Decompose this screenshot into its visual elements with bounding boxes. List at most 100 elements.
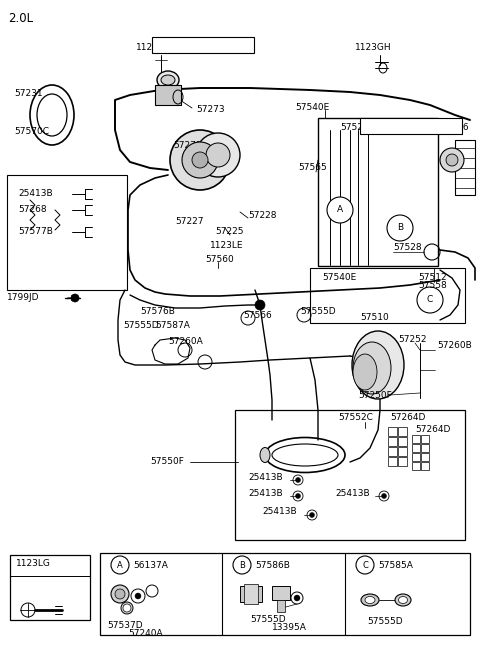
Circle shape	[71, 294, 79, 302]
Text: 1123LG: 1123LG	[16, 559, 51, 569]
Circle shape	[356, 556, 374, 574]
Text: 57225: 57225	[215, 227, 243, 236]
Text: 1799JD: 1799JD	[7, 293, 39, 303]
Text: 57570C: 57570C	[14, 128, 49, 136]
Circle shape	[135, 593, 141, 599]
Text: 57227: 57227	[175, 217, 204, 227]
Text: 57587A: 57587A	[155, 322, 190, 331]
Text: 25413B: 25413B	[248, 489, 283, 498]
Circle shape	[310, 512, 314, 517]
Text: 57540E: 57540E	[322, 274, 356, 282]
Text: 57555D: 57555D	[367, 618, 403, 626]
Circle shape	[296, 493, 300, 498]
Text: 57540E: 57540E	[295, 102, 329, 111]
Circle shape	[111, 585, 129, 603]
Text: 57510: 57510	[360, 314, 389, 322]
Text: 1123LE: 1123LE	[210, 240, 243, 250]
Text: 57585A: 57585A	[378, 561, 413, 569]
Text: 57555D: 57555D	[123, 322, 158, 331]
Bar	[240, 586, 262, 602]
Bar	[398, 447, 407, 456]
Bar	[360, 118, 462, 134]
Bar	[421, 453, 429, 461]
Bar	[455, 140, 475, 195]
Bar	[310, 268, 465, 323]
Circle shape	[417, 287, 443, 313]
Ellipse shape	[352, 331, 404, 399]
Text: B: B	[239, 561, 245, 569]
Circle shape	[446, 154, 458, 166]
Bar	[412, 462, 420, 470]
Bar	[421, 435, 429, 443]
Text: 57566: 57566	[243, 310, 272, 320]
Bar	[421, 444, 429, 452]
Ellipse shape	[398, 597, 408, 603]
Circle shape	[255, 300, 265, 310]
Bar	[398, 437, 407, 446]
Text: 57586B: 57586B	[255, 561, 290, 569]
Text: 57240A: 57240A	[128, 629, 163, 637]
Ellipse shape	[353, 354, 377, 390]
Bar	[388, 457, 397, 466]
Bar	[412, 444, 420, 452]
Circle shape	[115, 589, 125, 599]
Text: A: A	[117, 561, 123, 569]
Ellipse shape	[121, 602, 133, 614]
Text: 1123GH: 1123GH	[355, 43, 392, 52]
Text: 57260B: 57260B	[437, 341, 472, 350]
Circle shape	[196, 133, 240, 177]
Text: 57537D: 57537D	[107, 622, 143, 631]
Circle shape	[206, 143, 230, 167]
Circle shape	[192, 152, 208, 168]
Bar	[388, 427, 397, 436]
Text: 57558: 57558	[418, 280, 447, 290]
Circle shape	[182, 142, 218, 178]
Text: REF.56-577: REF.56-577	[363, 124, 413, 132]
Circle shape	[296, 477, 300, 483]
Text: 25413B: 25413B	[18, 189, 53, 198]
Text: 57271: 57271	[173, 141, 202, 149]
Text: 57228: 57228	[248, 210, 276, 219]
Circle shape	[170, 130, 230, 190]
Text: 57576B: 57576B	[140, 307, 175, 316]
Text: 57577B: 57577B	[18, 227, 53, 236]
Bar	[100, 553, 470, 635]
Text: 57273: 57273	[196, 105, 225, 115]
Bar	[7, 175, 127, 290]
Bar	[398, 427, 407, 436]
Bar	[244, 584, 258, 604]
Text: 13395A: 13395A	[272, 624, 307, 633]
Text: 57550F: 57550F	[150, 457, 184, 466]
Ellipse shape	[395, 594, 411, 606]
Text: 57252: 57252	[398, 335, 427, 345]
Text: 25413B: 25413B	[335, 489, 370, 498]
Bar	[412, 453, 420, 461]
Text: 57264D: 57264D	[415, 426, 450, 434]
Text: 57552C: 57552C	[338, 413, 373, 422]
Text: 57555D: 57555D	[300, 307, 336, 316]
Text: C: C	[362, 561, 368, 569]
Text: 57555D: 57555D	[250, 616, 286, 624]
Bar	[277, 600, 285, 612]
Text: 57528: 57528	[393, 244, 421, 252]
Text: 57264D: 57264D	[390, 413, 425, 422]
Text: REF.56-571: REF.56-571	[155, 43, 205, 52]
Circle shape	[111, 556, 129, 574]
Text: 57268: 57268	[18, 206, 47, 214]
Bar	[398, 457, 407, 466]
Ellipse shape	[260, 447, 270, 462]
Text: 57256: 57256	[440, 124, 468, 132]
Circle shape	[440, 148, 464, 172]
Ellipse shape	[123, 604, 131, 612]
Text: B: B	[397, 223, 403, 233]
Text: C: C	[427, 295, 433, 305]
Text: 57231: 57231	[14, 90, 43, 98]
Circle shape	[294, 595, 300, 601]
Circle shape	[327, 197, 353, 223]
Text: 56137A: 56137A	[133, 561, 168, 569]
Text: A: A	[337, 206, 343, 214]
Circle shape	[387, 215, 413, 241]
Ellipse shape	[365, 597, 375, 603]
Text: 1125DF: 1125DF	[136, 43, 171, 52]
Ellipse shape	[353, 342, 391, 394]
